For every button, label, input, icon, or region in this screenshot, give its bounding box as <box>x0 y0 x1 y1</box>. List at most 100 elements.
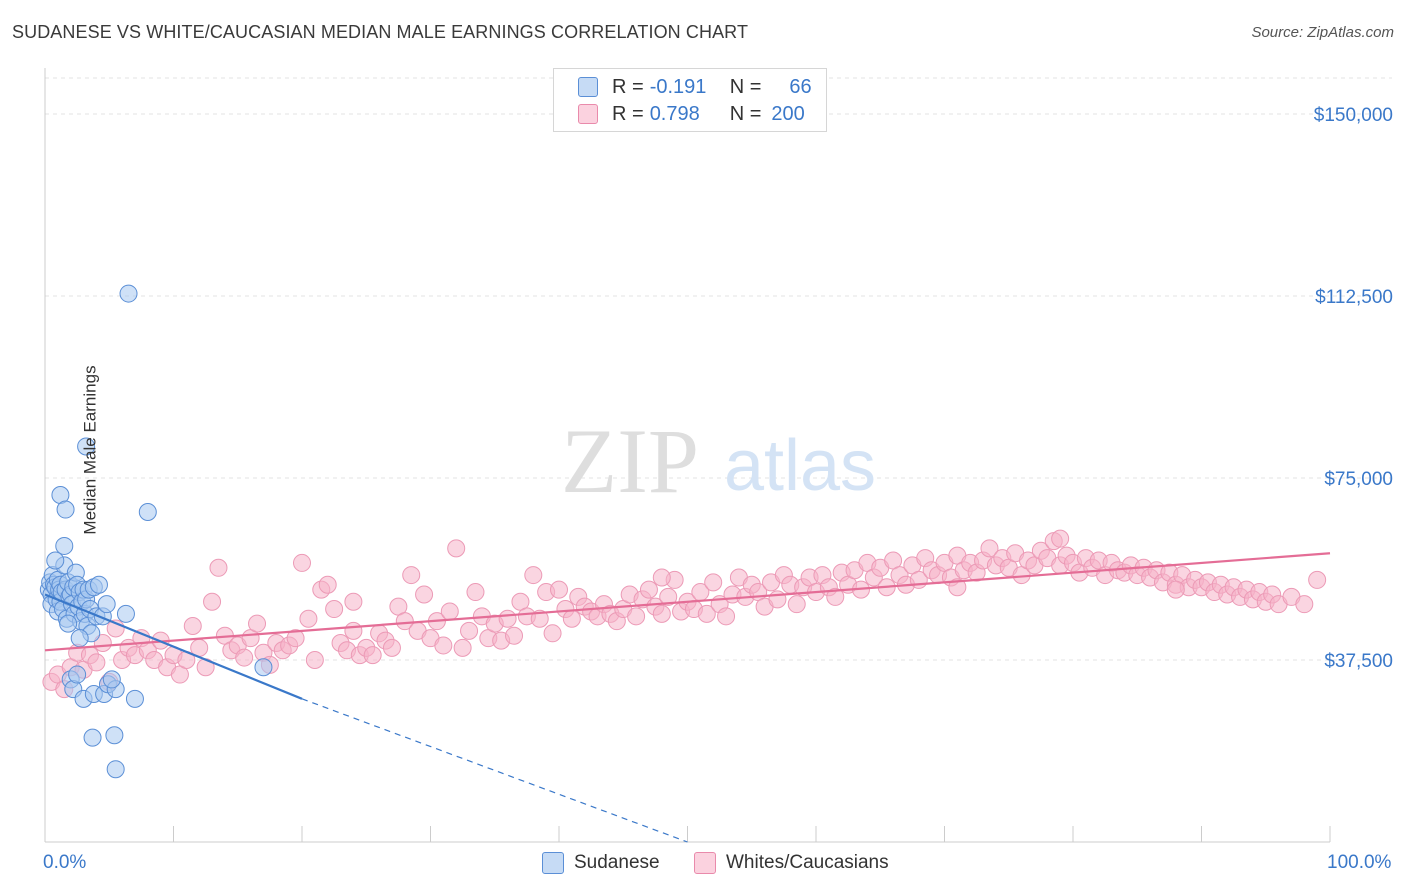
trend-lines <box>44 552 1331 843</box>
y-axis-label: Median Male Earnings <box>80 365 100 535</box>
sudanese-point <box>138 502 157 521</box>
whites-point <box>524 566 543 585</box>
stats-legend: R = -0.191 N = 66 R = 0.798 N = 200 <box>553 68 827 132</box>
sudanese-point <box>102 670 121 689</box>
sudanese-point <box>89 575 108 594</box>
legend-row-sudanese: R = -0.191 N = 66 <box>578 75 812 99</box>
whites-point <box>787 595 806 614</box>
whites-point <box>498 609 517 628</box>
whites-point <box>1166 580 1185 599</box>
whites-point <box>305 651 324 669</box>
whites-point <box>550 580 568 599</box>
legend-n-label: N = <box>729 75 762 98</box>
sudanese-point <box>68 665 87 684</box>
whites-point <box>183 617 202 636</box>
legend-r-value: -0.191 <box>649 75 707 98</box>
x-tick-min: 0.0% <box>43 852 87 873</box>
whites-point <box>704 573 723 592</box>
whites-point <box>466 583 485 602</box>
whites-point <box>1051 529 1070 548</box>
whites-point <box>447 539 466 558</box>
whites-point <box>639 580 658 599</box>
watermark-atlas: atlas <box>724 426 876 506</box>
y-tick-labels: $37,500 $75,000 $112,500 $150,000 <box>1314 105 1393 672</box>
whites-point <box>434 636 453 655</box>
whites-point <box>652 568 671 587</box>
sudanese-point <box>254 658 273 677</box>
legend-n-value: 66 <box>789 75 812 98</box>
whites-point <box>415 585 434 604</box>
legend-row-whites: R = 0.798 N = 200 <box>578 102 805 126</box>
sudanese-point <box>70 629 89 648</box>
whites-point <box>325 600 344 619</box>
sudanese-point <box>55 536 74 555</box>
whites-point <box>293 553 311 572</box>
whites-point <box>203 592 222 611</box>
legend-n-value: 200 <box>771 102 805 125</box>
whites-point <box>318 575 337 594</box>
bottom-swatch-sudanese <box>542 852 564 874</box>
sudanese-point <box>46 551 65 570</box>
whites-points <box>42 529 1327 699</box>
whites-point <box>948 578 967 597</box>
whites-point <box>652 604 671 623</box>
sudanese-point <box>116 604 135 623</box>
whites-point <box>460 621 479 640</box>
whites-point <box>768 590 787 609</box>
whites-point <box>209 558 228 577</box>
whites-point <box>363 646 382 665</box>
bottom-legend-label: Sudanese <box>574 852 660 873</box>
whites-point <box>1308 570 1327 589</box>
watermark-zip: ZIP <box>561 410 699 512</box>
whites-point <box>543 624 562 643</box>
sudanese-point <box>59 614 78 633</box>
chart-title: SUDANESE VS WHITE/CAUCASIAN MEDIAN MALE … <box>12 22 749 42</box>
bottom-swatch-whites <box>694 852 716 874</box>
bottom-legend-sudanese: Sudanese <box>542 852 660 874</box>
whites-point <box>286 629 305 648</box>
whites-point <box>980 539 999 558</box>
legend-r-value: 0.798 <box>649 102 700 125</box>
whites-point <box>235 648 254 667</box>
sudanese-trend-extension <box>301 698 688 843</box>
y-tick-label: $112,500 <box>1315 287 1393 308</box>
legend-r-label: R = <box>612 75 644 98</box>
sudanese-points <box>39 284 273 779</box>
sudanese-point <box>56 500 75 519</box>
whites-point <box>1295 595 1314 614</box>
y-tick-label: $37,500 <box>1324 651 1393 672</box>
y-tick-label: $75,000 <box>1324 469 1393 490</box>
whites-point <box>697 604 716 623</box>
whites-point <box>530 609 549 628</box>
whites-point <box>453 638 472 657</box>
sudanese-point <box>83 728 102 747</box>
legend-r-label: R = <box>612 102 644 125</box>
legend-swatch-sudanese <box>578 77 598 97</box>
whites-point <box>402 566 421 585</box>
whites-point <box>717 607 736 626</box>
legend-swatch-whites <box>578 104 598 124</box>
whites-point <box>440 602 459 621</box>
whites-point <box>299 609 318 628</box>
whites-point <box>659 587 678 606</box>
sudanese-point <box>106 760 125 779</box>
sudanese-point <box>105 726 124 745</box>
whites-point <box>248 614 267 633</box>
bottom-legend-whites: Whites/Caucasians <box>694 852 889 874</box>
whites-point <box>344 621 363 640</box>
sudanese-point <box>119 284 138 303</box>
whites-point <box>826 587 845 606</box>
sudanese-point <box>97 595 116 614</box>
whites-point <box>395 612 414 631</box>
sudanese-point <box>125 689 144 708</box>
y-tick-label: $150,000 <box>1314 105 1393 126</box>
whites-point <box>87 653 106 672</box>
x-tick-max: 100.0% <box>1327 852 1392 873</box>
sudanese-point <box>77 437 96 456</box>
sudanese-trend-line <box>44 593 303 700</box>
whites-point <box>382 638 401 657</box>
whites-trend-line <box>44 552 1331 652</box>
whites-point <box>627 607 646 626</box>
whites-point <box>562 609 581 628</box>
